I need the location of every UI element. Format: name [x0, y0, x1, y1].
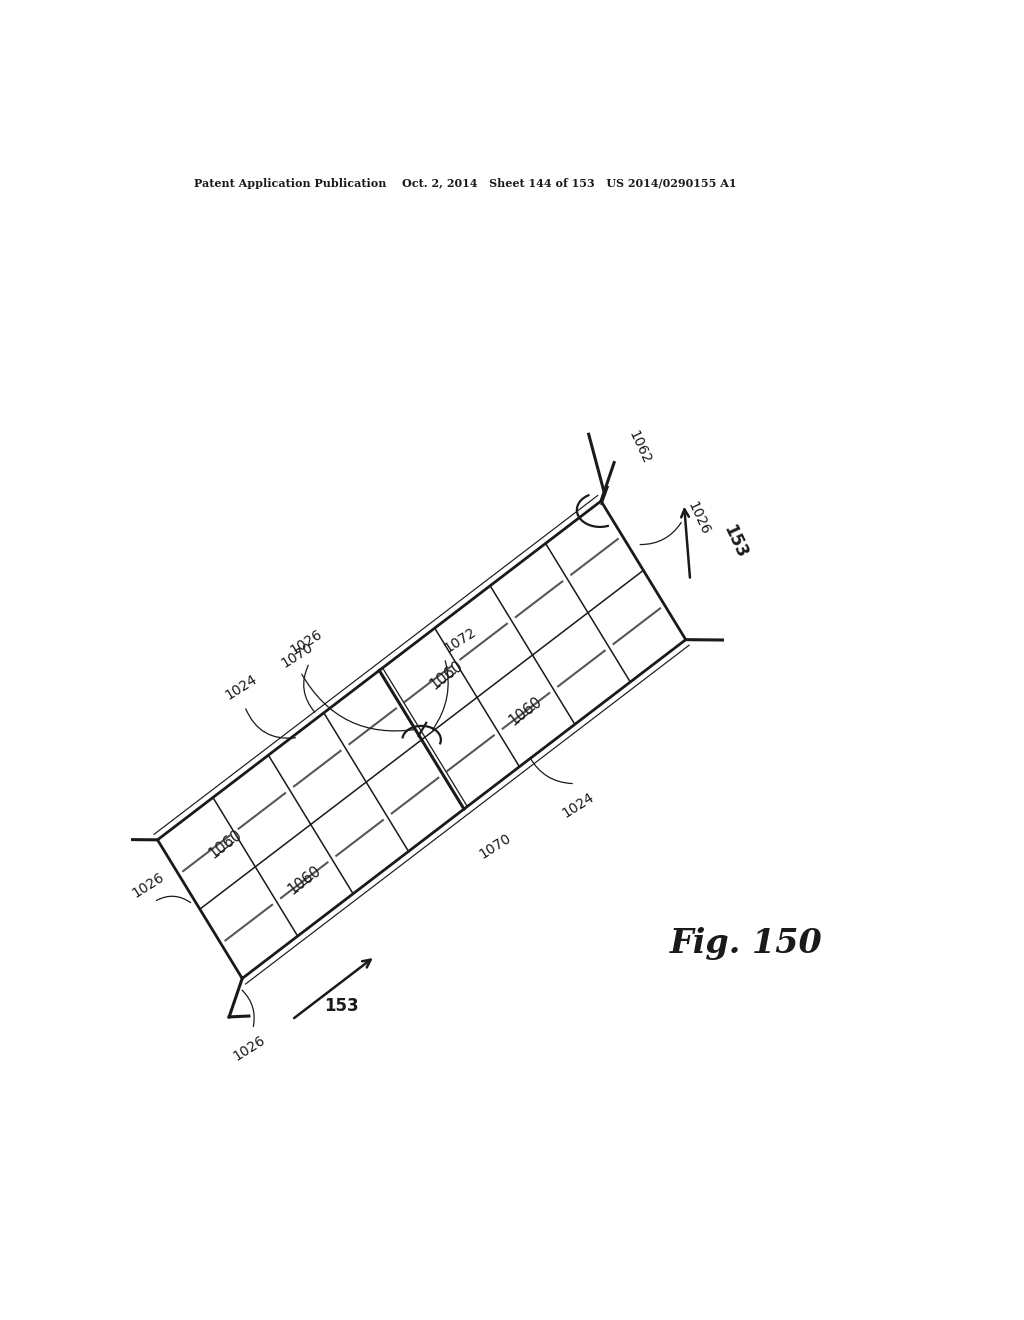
Text: 1060: 1060 — [206, 826, 245, 862]
Text: 1026: 1026 — [230, 1034, 267, 1064]
Text: 1072: 1072 — [441, 624, 478, 655]
Text: 1024: 1024 — [559, 789, 597, 821]
Text: 153: 153 — [324, 998, 358, 1015]
Text: 1026: 1026 — [288, 627, 325, 657]
Text: 1070: 1070 — [279, 640, 316, 671]
Text: 1060: 1060 — [428, 657, 466, 692]
Text: Fig. 150: Fig. 150 — [670, 928, 823, 961]
Text: 1026: 1026 — [130, 870, 167, 900]
Text: 1026: 1026 — [684, 500, 712, 537]
Text: 1060: 1060 — [507, 693, 546, 729]
Text: 1070: 1070 — [476, 830, 514, 862]
Text: 153: 153 — [720, 523, 751, 561]
Text: Oct. 2, 2014   Sheet 144 of 153   US 2014/0290155 A1: Oct. 2, 2014 Sheet 144 of 153 US 2014/02… — [401, 178, 736, 189]
Text: 1060: 1060 — [285, 863, 324, 898]
Text: 1062: 1062 — [626, 428, 653, 466]
Text: 1024: 1024 — [222, 672, 259, 702]
Text: Patent Application Publication: Patent Application Publication — [194, 178, 386, 189]
